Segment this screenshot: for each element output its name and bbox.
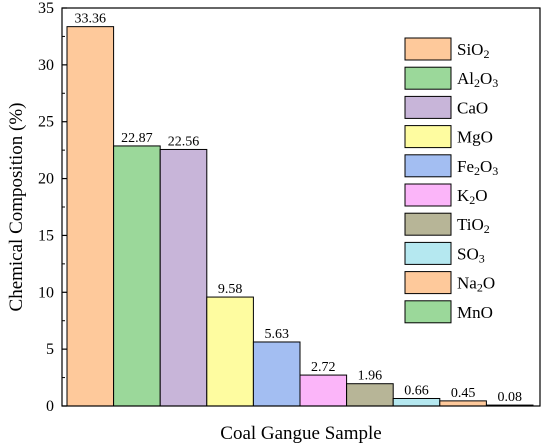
y-axis-title: Chemical Composition (%): [6, 103, 27, 312]
legend-swatch-so3: [404, 241, 452, 265]
bar-cao: [159, 148, 208, 407]
y-tick-label: 25: [38, 114, 54, 131]
data-labels-group: 33.36 22.87 22.56 9.58 5.63 2.72 1.96 0.66 0.45 0…: [75, 12, 522, 405]
legend-swatch-sio2: [404, 37, 452, 61]
y-tick-label: 10: [38, 284, 54, 301]
bar-so3: [392, 397, 441, 407]
legend-swatch-mno: [404, 300, 452, 324]
y-tick-label: 30: [38, 57, 54, 74]
bar-mgo: [206, 296, 254, 407]
legend-swatch-mgo: [404, 125, 452, 149]
legend-label-al2o3: Al2O3: [457, 69, 498, 90]
legend-label-mgo: MgO: [457, 128, 493, 147]
legend-label-so3: SO3: [457, 244, 485, 265]
data-label-k2o: 2.72: [311, 360, 336, 375]
y-tick-label: 35: [38, 0, 54, 17]
data-label-cao: 22.56: [168, 134, 200, 149]
legend-swatch-na2o: [404, 271, 452, 295]
legend-label-tio2: TiO2: [457, 215, 490, 236]
data-label-na2o: 0.45: [451, 386, 476, 401]
legend-swatch-al2o3: [404, 66, 452, 90]
bar-k2o: [299, 374, 348, 407]
legend-label-mno: MnO: [457, 303, 493, 322]
legend-swatch-tio2: [404, 212, 452, 236]
y-tick-label: 15: [38, 227, 54, 244]
legend-swatch-cao: [404, 95, 452, 119]
bar-sio2: [66, 26, 115, 407]
bar-fe2o3: [252, 341, 301, 407]
legend: SiO2 Al2O3 CaO MgO Fe2O3 K2O TiO2 SO3 Na2O MnO: [404, 37, 498, 324]
data-label-sio2: 33.36: [75, 12, 107, 27]
x-axis-title: Coal Gangue Sample: [220, 423, 381, 444]
legend-swatch-k2o: [404, 183, 452, 207]
bar-na2o: [439, 400, 487, 407]
bars-group: [66, 26, 534, 407]
y-tick-label: 20: [38, 171, 54, 188]
data-label-al2o3: 22.87: [121, 131, 153, 146]
y-tick-label: 5: [46, 341, 54, 358]
data-label-mgo: 9.58: [218, 282, 243, 297]
data-label-fe2o3: 5.63: [264, 327, 289, 342]
legend-label-sio2: SiO2: [457, 40, 489, 61]
legend-swatch-fe2o3: [404, 154, 452, 178]
legend-label-na2o: Na2O: [457, 274, 495, 295]
y-tick-label: 0: [46, 398, 54, 415]
legend-label-cao: CaO: [457, 98, 488, 117]
data-label-so3: 0.66: [404, 383, 429, 398]
bar-tio2: [346, 383, 394, 407]
legend-label-k2o: K2O: [457, 186, 488, 207]
legend-label-fe2o3: Fe2O3: [457, 157, 498, 178]
y-axis-ticks: 0 5 10 15 20 25 30 35: [38, 0, 67, 415]
data-label-mno: 0.08: [497, 390, 522, 405]
data-label-tio2: 1.96: [358, 369, 383, 384]
bar-al2o3: [113, 145, 161, 407]
